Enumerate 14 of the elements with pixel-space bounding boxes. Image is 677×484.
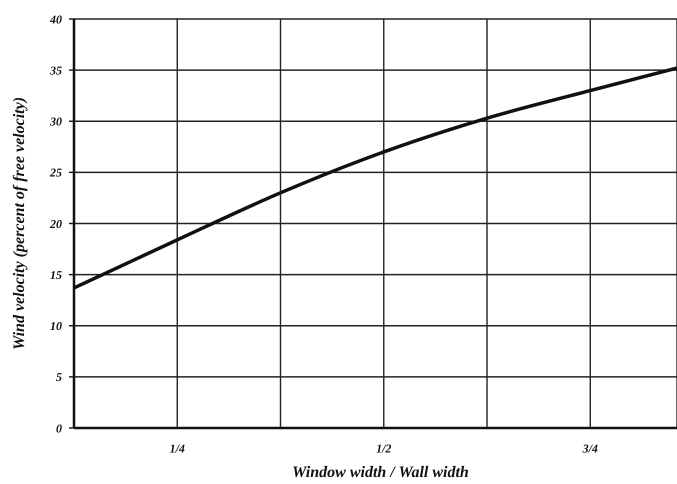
y-tick-label: 35 (49, 63, 62, 78)
x-tick-label: 1/2 (376, 442, 392, 456)
x-tick-label: 3/4 (582, 442, 598, 456)
y-axis-title: Wind velocity (percent of free velocity) (11, 96, 28, 350)
y-tick-label: 0 (56, 421, 62, 436)
y-tick-label: 25 (49, 166, 62, 180)
y-tick-label: 20 (49, 216, 62, 231)
x-axis-title: Window width / Wall width (292, 464, 469, 481)
y-tick-label: 5 (56, 370, 62, 384)
x-tick-label: 1/4 (170, 442, 185, 456)
y-tick-label: 15 (50, 268, 62, 282)
y-tick-label: 10 (50, 319, 62, 334)
y-tick-label: 30 (49, 114, 62, 129)
y-tick-label: 40 (49, 12, 62, 26)
